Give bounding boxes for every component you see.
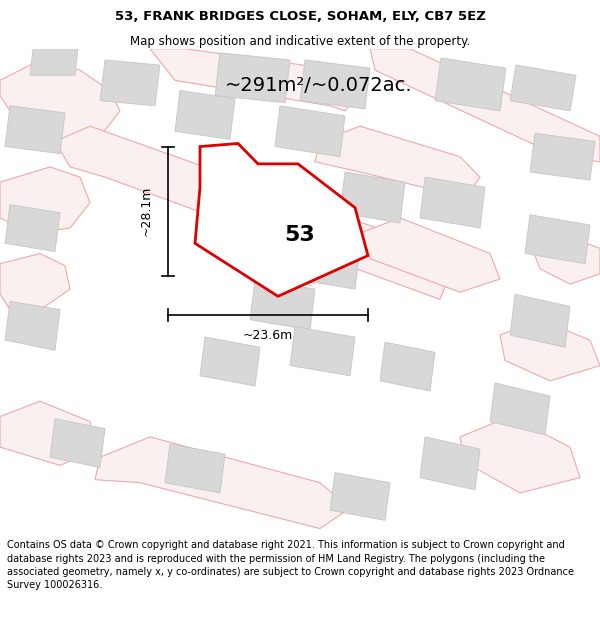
Polygon shape [0, 60, 120, 141]
Polygon shape [510, 294, 570, 348]
Polygon shape [275, 106, 345, 157]
Polygon shape [525, 215, 590, 264]
Polygon shape [360, 218, 500, 292]
Polygon shape [500, 320, 600, 381]
Polygon shape [315, 126, 480, 198]
Polygon shape [420, 437, 480, 490]
Polygon shape [370, 49, 600, 162]
Polygon shape [165, 444, 225, 493]
Polygon shape [50, 419, 105, 468]
Polygon shape [420, 177, 485, 228]
Polygon shape [460, 416, 580, 493]
Polygon shape [200, 337, 260, 386]
Text: 53, FRANK BRIDGES CLOSE, SOHAM, ELY, CB7 5EZ: 53, FRANK BRIDGES CLOSE, SOHAM, ELY, CB7… [115, 10, 485, 22]
Text: ~23.6m: ~23.6m [243, 329, 293, 341]
Polygon shape [510, 65, 576, 111]
Polygon shape [100, 60, 160, 106]
Polygon shape [300, 60, 370, 109]
Text: ~291m²/~0.072ac.: ~291m²/~0.072ac. [225, 76, 413, 95]
Polygon shape [330, 472, 390, 521]
Polygon shape [0, 167, 90, 233]
Text: Map shows position and indicative extent of the property.: Map shows position and indicative extent… [130, 35, 470, 48]
Polygon shape [250, 279, 315, 330]
Polygon shape [5, 106, 65, 154]
Polygon shape [5, 204, 60, 251]
Polygon shape [195, 144, 368, 296]
Polygon shape [530, 233, 600, 284]
Polygon shape [55, 126, 450, 299]
Polygon shape [380, 342, 435, 391]
Text: ~28.1m: ~28.1m [139, 186, 152, 236]
Polygon shape [150, 49, 360, 111]
Polygon shape [490, 383, 550, 435]
Polygon shape [0, 254, 70, 309]
Polygon shape [175, 91, 235, 139]
Text: Frank Bridges Close: Frank Bridges Close [214, 228, 316, 289]
Polygon shape [0, 401, 95, 466]
Text: Contains OS data © Crown copyright and database right 2021. This information is : Contains OS data © Crown copyright and d… [7, 541, 574, 590]
Polygon shape [295, 238, 360, 289]
Polygon shape [215, 53, 290, 102]
Polygon shape [340, 172, 405, 223]
Polygon shape [30, 49, 78, 75]
Polygon shape [530, 133, 595, 180]
Polygon shape [290, 327, 355, 376]
Polygon shape [435, 58, 506, 111]
Polygon shape [5, 301, 60, 350]
Polygon shape [95, 437, 350, 529]
Text: 53: 53 [284, 225, 316, 245]
